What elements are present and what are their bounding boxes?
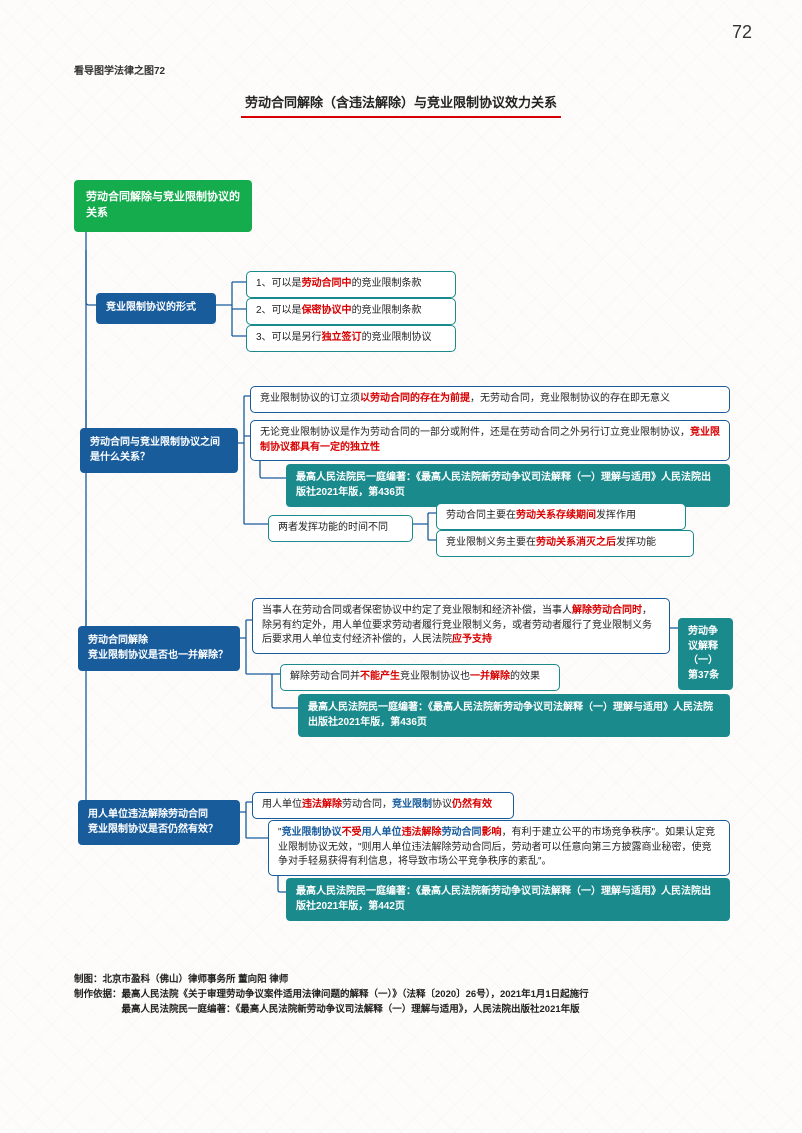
terminate-source: 最高人民法院民一庭编著：《最高人民法院新劳动争议司法解释（一）理解与适用》人民法… xyxy=(298,694,730,737)
terminate-box-1: 当事人在劳动合同或者保密协议中约定了竞业限制和经济补偿，当事人解除劳动合同时，除… xyxy=(252,598,670,654)
forms-item-0: 1、可以是劳动合同中的竞业限制条款 xyxy=(246,271,456,298)
relation-source-1: 最高人民法院民一庭编著：《最高人民法院新劳动争议司法解释（一）理解与适用》人民法… xyxy=(286,464,730,507)
illegal-box-1: 用人单位违法解除劳动合同，竞业限制协议仍然有效 xyxy=(252,792,514,819)
terminate-box-2: 解除劳动合同并不能产生竞业限制协议也一并解除的效果 xyxy=(280,664,560,691)
root-node: 劳动合同解除与竞业限制协议的关系 xyxy=(74,180,252,232)
footer: 制图：北京市盈科（佛山）律师事务所 董向阳 律师 制作依据：最高人民法院《关于审… xyxy=(74,972,589,1018)
page-number: 72 xyxy=(732,22,752,43)
page-title: 劳动合同解除（含违法解除）与竞业限制协议效力关系 xyxy=(0,92,802,111)
relation-sub-1: 劳动合同主要在劳动关系存续期间发挥作用 xyxy=(436,503,686,530)
forms-label: 竞业限制协议的形式 xyxy=(96,293,216,324)
terminate-ref: 劳动争议解释（一）第37条 xyxy=(678,618,733,690)
connector-lines xyxy=(0,0,802,1133)
relation-label: 劳动合同与竞业限制协议之间是什么关系？ xyxy=(80,428,238,473)
forms-item-1: 2、可以是保密协议中的竞业限制条款 xyxy=(246,298,456,325)
illegal-source: 最高人民法院民一庭编著：《最高人民法院新劳动争议司法解释（一）理解与适用》人民法… xyxy=(286,878,730,921)
breadcrumb: 看导图学法律之图72 xyxy=(74,62,165,77)
footer-line-2: 制作依据：最高人民法院《关于审理劳动争议案件适用法律问题的解释（一）》（法释〔2… xyxy=(74,987,589,1002)
illegal-box-2: "竞业限制协议不受用人单位违法解除劳动合同影响，有利于建立公平的市场竞争秩序"。… xyxy=(268,820,730,876)
footer-line-3: 最高人民法院民一庭编著：《最高人民法院新劳动争议司法解释（一）理解与适用》，人民… xyxy=(74,1002,589,1017)
relation-box-2: 无论竞业限制协议是作为劳动合同的一部分或附件，还是在劳动合同之外另行订立竞业限制… xyxy=(250,420,730,461)
terminate-label: 劳动合同解除竞业限制协议是否也一并解除？ xyxy=(78,626,240,671)
forms-item-2: 3、可以是另行独立签订的竞业限制协议 xyxy=(246,325,456,352)
relation-sub-label: 两者发挥功能的时间不同 xyxy=(268,515,413,542)
title-underline xyxy=(241,116,561,118)
relation-box-1: 竞业限制协议的订立须以劳动合同的存在为前提，无劳动合同，竞业限制协议的存在即无意… xyxy=(250,386,730,413)
footer-line-1: 制图：北京市盈科（佛山）律师事务所 董向阳 律师 xyxy=(74,972,589,987)
illegal-label: 用人单位违法解除劳动合同竞业限制协议是否仍然有效？ xyxy=(78,800,240,845)
relation-sub-2: 竞业限制义务主要在劳动关系消灭之后发挥功能 xyxy=(436,530,694,557)
